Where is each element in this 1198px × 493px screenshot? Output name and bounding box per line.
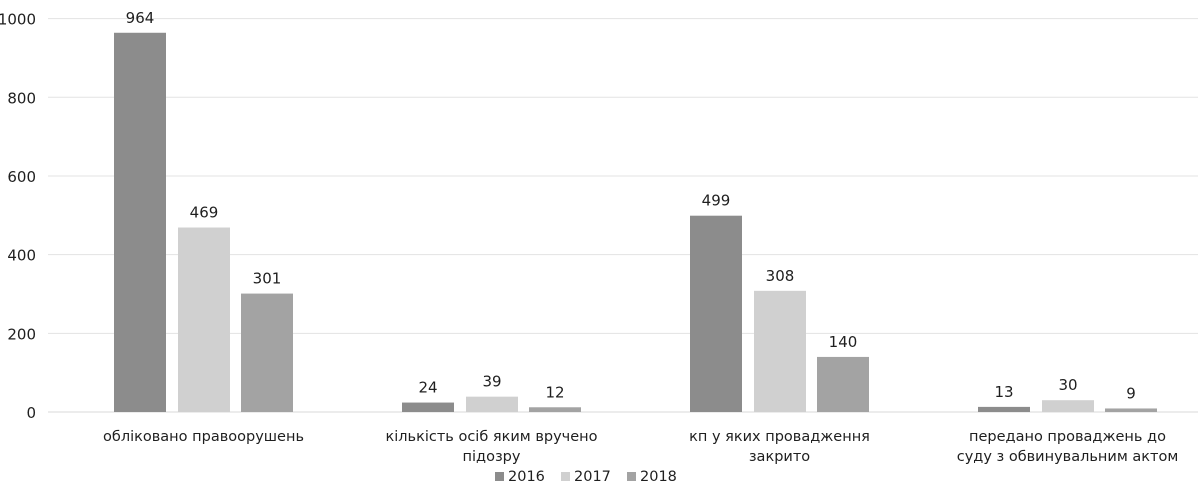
data-label: 12 [545,383,564,401]
legend-label: 2018 [640,469,677,485]
x-axis-category-labels: обліковано правоорушень кількість осіб як… [103,429,1178,465]
x-category-label: кп у яких провадження [689,429,870,445]
bar [402,402,454,412]
legend: 2016 2017 2018 [495,469,677,485]
data-label: 499 [702,192,731,210]
data-label: 39 [482,373,501,391]
legend-label: 2016 [508,469,545,485]
data-label: 30 [1058,376,1077,394]
y-tick-label: 200 [7,325,36,343]
data-label: 24 [418,379,437,397]
x-category-label: закрито [749,449,810,465]
bar [1105,408,1157,412]
data-label: 9 [1126,384,1136,402]
bar [690,215,742,412]
x-category-label: обліковано правоорушень [103,429,304,445]
y-tick-label: 1000 [0,11,36,29]
data-label: 13 [994,383,1013,401]
bar [978,406,1030,412]
y-tick-label: 0 [26,404,36,422]
y-tick-label: 800 [7,89,36,107]
y-tick-label: 600 [7,168,36,186]
x-category-label: підозру [463,449,521,465]
y-tick-label: 400 [7,247,36,265]
bar [114,32,166,413]
bar [1042,400,1094,412]
legend-swatch [495,472,504,481]
bar [466,396,518,412]
legend-swatch [561,472,570,481]
bars [114,32,1157,413]
y-axis-ticks: 0 200 400 600 800 1000 [0,11,36,422]
bar [529,407,581,412]
legend-label: 2017 [574,469,611,485]
data-label: 964 [126,9,155,27]
data-labels: 964 24 499 13 469 39 308 30 301 12 140 9 [126,9,1136,403]
data-label: 301 [253,270,282,288]
data-label: 140 [829,333,858,351]
bar [754,290,806,412]
data-label: 308 [766,267,795,285]
bar [817,356,869,412]
x-category-label: кількість осіб яким вручено [385,429,597,445]
legend-swatch [627,472,636,481]
data-label: 469 [190,203,219,221]
bar [241,293,293,412]
bar [178,227,230,412]
x-category-label: передано проваджень до [969,429,1166,445]
x-category-label: суду з обвинувальним актом [957,449,1179,465]
